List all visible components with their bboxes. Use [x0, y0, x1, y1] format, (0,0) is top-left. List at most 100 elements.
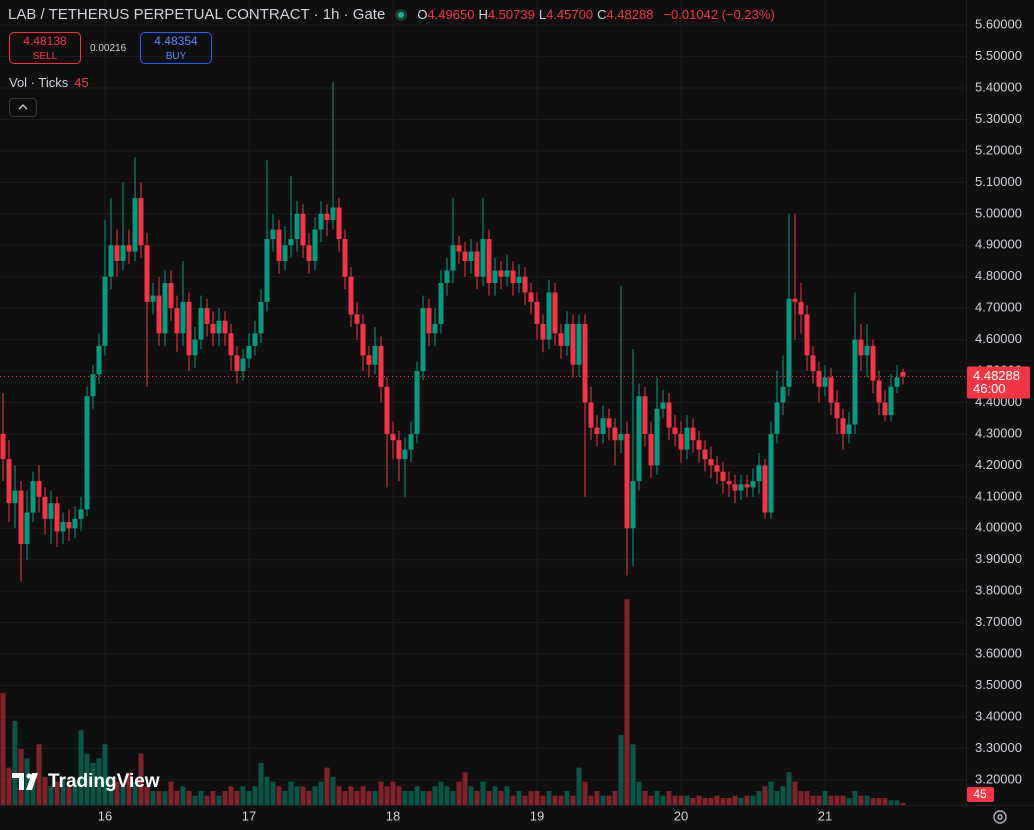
volume-bar — [660, 795, 666, 805]
sell-button[interactable]: 4.48138 SELL — [9, 32, 81, 64]
buy-label[interactable]: BUY — [165, 51, 187, 62]
candle-body — [690, 427, 696, 441]
volume-bar — [72, 781, 78, 805]
y-tick-label: 5.60000 — [975, 17, 1022, 32]
collapse-icon[interactable] — [10, 99, 36, 116]
volume-bar — [576, 767, 582, 805]
candle-body — [888, 386, 894, 416]
volume-bar — [612, 790, 618, 805]
sell-price[interactable]: 4.48138 — [23, 34, 67, 48]
candle-body — [474, 251, 480, 277]
candle-body — [336, 207, 342, 239]
settings-icon[interactable] — [993, 810, 1007, 824]
candle-body — [324, 213, 330, 221]
ohlc-key: H — [478, 7, 488, 22]
candle-body — [270, 229, 276, 239]
volume-bar — [36, 744, 42, 805]
y-tick-label: 4.60000 — [975, 331, 1022, 346]
candle-body — [828, 377, 834, 403]
volume-bar — [492, 786, 498, 805]
volume-bar — [534, 790, 540, 805]
volume-bar — [54, 781, 60, 805]
candle-body — [642, 396, 648, 434]
volume-bar — [846, 797, 852, 805]
candles — [0, 81, 906, 582]
candle-body — [264, 238, 270, 302]
volume-bar — [834, 795, 840, 805]
volume-bar — [462, 772, 468, 805]
volume-bar — [204, 795, 210, 805]
volume-bar — [792, 781, 798, 805]
candle-body — [216, 320, 222, 334]
volume-bar — [132, 781, 138, 805]
candle-body — [408, 433, 414, 450]
candle-body — [84, 396, 90, 510]
candle-body — [24, 512, 30, 545]
ohlc-key: O — [417, 7, 428, 22]
volume-bar — [480, 781, 486, 805]
candle-body — [276, 229, 282, 261]
symbol-title[interactable]: LAB / TETHERUS PERPETUAL CONTRACT · 1h ·… — [8, 6, 386, 23]
candle-body — [618, 433, 624, 441]
volume-bar — [306, 790, 312, 805]
candle-body — [630, 481, 636, 529]
volume-bar — [282, 790, 288, 805]
volume-bar — [264, 776, 270, 805]
brand-logo-dot — [26, 773, 32, 779]
volume-bar — [900, 802, 906, 805]
y-tick-label: 5.20000 — [975, 142, 1022, 157]
y-tick-label: 5.40000 — [975, 79, 1022, 94]
y-tick-label: 3.20000 — [975, 771, 1022, 786]
volume-bar — [636, 781, 642, 805]
settings-button[interactable] — [993, 810, 1007, 824]
volume-bar — [864, 795, 870, 805]
buy-price[interactable]: 4.48354 — [154, 34, 198, 48]
volume-bar — [150, 790, 156, 805]
candle-body — [576, 323, 582, 365]
volume-bar — [408, 790, 414, 805]
volume-bar — [324, 767, 330, 805]
volume-bar — [222, 790, 228, 805]
volume-bar — [672, 795, 678, 805]
volume-bar — [240, 786, 246, 805]
volume-bar — [486, 790, 492, 805]
y-tick-label: 3.80000 — [975, 583, 1022, 598]
volume-bar — [642, 790, 648, 805]
volume-bar — [186, 790, 192, 805]
candle-body — [312, 229, 318, 261]
volume-bar — [504, 786, 510, 805]
volume-pane — [0, 599, 906, 805]
candle-body — [132, 198, 138, 252]
candle-body — [480, 238, 486, 277]
volume-bar — [804, 790, 810, 805]
candle-body — [816, 371, 822, 387]
candle-body — [402, 449, 408, 460]
volume-bar — [618, 734, 624, 805]
brand-logo — [12, 773, 38, 790]
volume-bar — [60, 776, 66, 805]
settings-icon-center[interactable] — [997, 814, 1003, 820]
candle-body — [846, 424, 852, 434]
candle-body — [870, 345, 876, 381]
last-volume-marker — [967, 787, 994, 802]
volume-bar — [78, 730, 84, 805]
volume-bar — [528, 790, 534, 805]
candle-body — [252, 333, 258, 346]
volume-bar — [354, 790, 360, 805]
candle-body — [534, 301, 540, 324]
x-tick-label: 20 — [674, 808, 688, 823]
market-status[interactable] — [395, 8, 408, 21]
candle-body — [114, 245, 120, 261]
candle-body — [432, 323, 438, 334]
buy-button[interactable]: 4.48354 BUY — [140, 32, 212, 64]
volume-bar — [690, 797, 696, 805]
candle-body — [138, 198, 144, 246]
sell-label[interactable]: SELL — [32, 51, 58, 62]
volume-bar — [384, 786, 390, 805]
collapse-button[interactable] — [9, 98, 37, 117]
x-tick-label: 16 — [98, 808, 112, 823]
chevron[interactable] — [18, 104, 28, 110]
y-tick-label: 4.80000 — [975, 268, 1022, 283]
volume-bar — [582, 781, 588, 805]
